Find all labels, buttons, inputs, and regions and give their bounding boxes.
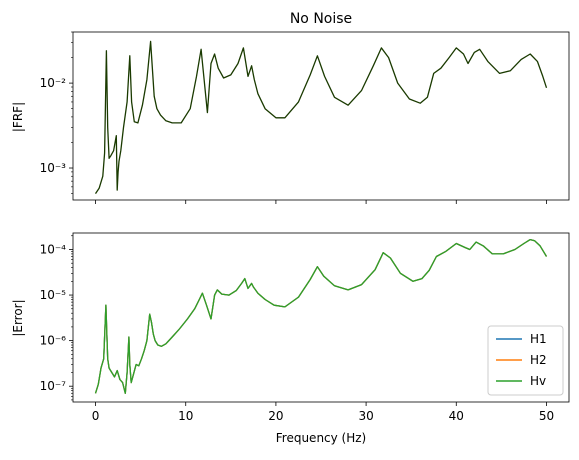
bottom-y-tick-label: 10⁻⁶ [40,334,67,348]
bottom-x-tick-label: 30 [358,409,373,423]
top-axes-frame [72,31,570,201]
legend-label-h2: H2 [530,353,547,367]
top-y-axis-label: |FRF| [11,102,25,132]
top-y-tick-label: 10⁻² [40,76,67,90]
plot-title: No Noise [290,11,352,27]
bottom-x-tick-label: 40 [449,409,464,423]
bottom-subplot: Frequency (Hz) |Error| 0 10 20 30 40 50 10⁻⁷ 10… [11,232,570,445]
top-series-group [94,40,548,194]
top-series-line-0 [94,40,548,194]
legend-label-h1: H1 [530,332,547,346]
bottom-y-axis-label: |Error| [11,299,25,336]
top-y-tick-label: 10⁻³ [40,161,67,175]
bottom-x-tick-label: 0 [92,409,100,423]
bottom-x-tick-label: 50 [539,409,554,423]
bottom-axes-frame [72,232,570,403]
bottom-x-tick-label: 20 [268,409,283,423]
bottom-series-group [94,238,548,394]
legend-label-hv: Hv [530,374,546,388]
bottom-ticks-group: 0 10 20 30 40 50 10⁻⁷ 10⁻⁶ 10⁻⁵ 10⁻⁴ [40,235,554,423]
bottom-y-tick-label: 10⁻⁵ [40,288,67,302]
top-subplot: No Noise |FRF| 10⁻³ 10⁻² [11,11,570,204]
bottom-y-tick-label: 10⁻⁴ [40,242,67,256]
legend-frame [487,325,564,396]
top-ticks-group: 10⁻³ 10⁻² [40,31,547,204]
bottom-x-tick-label: 10 [178,409,193,423]
bottom-y-tick-label: 10⁻⁷ [40,379,67,393]
legend: H1 H2 Hv [487,325,564,396]
x-axis-label: Frequency (Hz) [276,431,367,445]
bottom-series-line-hv [94,238,548,394]
